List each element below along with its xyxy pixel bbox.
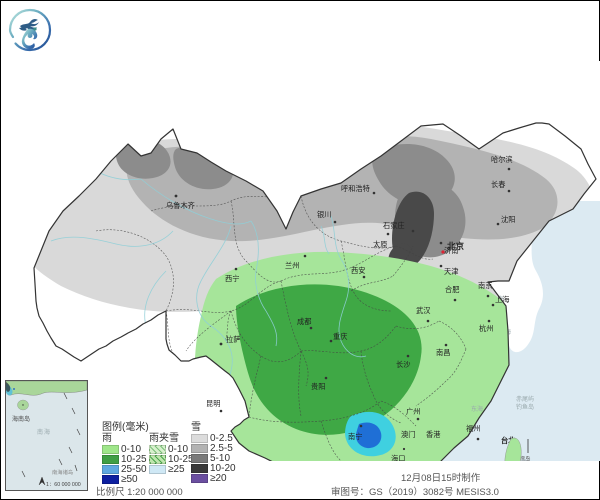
svg-text:成都: 成都 [297,317,311,326]
svg-text:贵阳: 贵阳 [311,382,325,391]
svg-text:1：60 000 000: 1：60 000 000 [46,482,81,488]
svg-text:兰州: 兰州 [285,261,299,270]
svg-text:海南岛: 海南岛 [12,415,30,423]
svg-text:东海: 东海 [471,405,483,413]
svg-text:广州: 广州 [406,407,420,416]
svg-text:武汉: 武汉 [416,306,430,315]
svg-text:昆明: 昆明 [206,399,220,408]
svg-text:上海: 上海 [495,295,509,304]
svg-text:沈阳: 沈阳 [501,215,515,224]
svg-text:济南: 济南 [444,246,458,255]
svg-text:长沙: 长沙 [396,360,410,369]
svg-text:哈尔滨: 哈尔滨 [491,155,513,164]
svg-text:呼和浩特: 呼和浩特 [341,184,370,193]
svg-text:太原: 太原 [373,240,387,249]
svg-text:合肥: 合肥 [445,285,459,294]
svg-text:杭州: 杭州 [479,324,493,333]
svg-text:南海: 南海 [37,428,51,436]
svg-text:长春: 长春 [491,180,505,189]
svg-text:赤尾屿: 赤尾屿 [516,395,534,403]
svg-text:天津: 天津 [444,267,458,276]
svg-text:西宁: 西宁 [225,274,239,283]
svg-text:重庆: 重庆 [333,332,347,341]
svg-text:乌鲁木齐: 乌鲁木齐 [166,201,195,210]
svg-text:银川: 银川 [317,210,331,219]
svg-text:石家庄: 石家庄 [383,221,405,230]
svg-text:西安: 西安 [351,266,365,275]
svg-text:钓鱼岛: 钓鱼岛 [516,403,534,411]
svg-text:南昌: 南昌 [436,348,450,357]
svg-text:南海诸岛: 南海诸岛 [52,468,73,476]
svg-text:拉萨: 拉萨 [226,335,240,344]
